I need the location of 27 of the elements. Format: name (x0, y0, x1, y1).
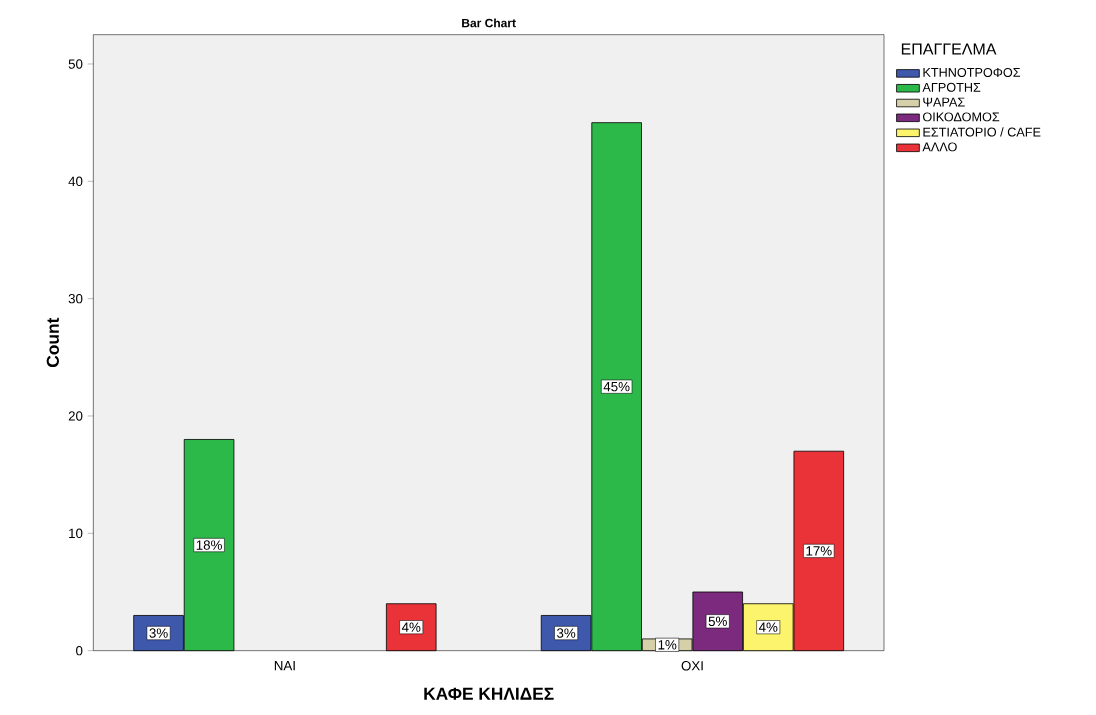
legend-label: ΨΑΡΑΣ (923, 97, 965, 107)
x-tick-label: ΟΧΙ (681, 661, 703, 671)
data-label: 45% (603, 382, 630, 392)
data-label: 17% (806, 546, 832, 556)
data-label: 4% (758, 622, 778, 633)
legend-title: ΕΠΑΓΓΕΛΜΑ (901, 43, 997, 55)
chart-title: Bar Chart (462, 18, 516, 28)
y-tick-label: 10 (69, 528, 83, 539)
data-label: 3% (149, 628, 168, 638)
data-label: 3% (556, 628, 576, 638)
legend-label: ΚΤΗΝΟΤΡΟΦΟΣ (923, 68, 1021, 78)
data-label: 1% (658, 640, 677, 650)
y-axis-title: Count (46, 318, 59, 368)
legend-label: ΟΙΚΟΔΟΜΟΣ (923, 112, 1000, 122)
legend-label: ΑΓΡΟΤΗΣ (922, 82, 981, 92)
y-tick-label: 30 (68, 294, 83, 304)
legend-label: ΕΣΤΙΑΤΟΡΙΟ / CAFE (923, 127, 1041, 137)
data-label: 5% (708, 616, 727, 627)
y-tick-label: 20 (68, 411, 83, 421)
x-axis-title: ΚΑΦΕ ΚΗΛΙΔΕΣ (424, 687, 554, 700)
y-tick-label: 40 (68, 176, 83, 187)
x-tick-label: ΝΑΙ (274, 661, 295, 671)
legend-label: ΑΛΛΟ (922, 142, 957, 152)
y-tick-label: 0 (76, 646, 83, 656)
y-tick-label: 50 (68, 59, 83, 69)
data-label: 18% (196, 540, 222, 550)
data-label: 4% (401, 622, 421, 633)
